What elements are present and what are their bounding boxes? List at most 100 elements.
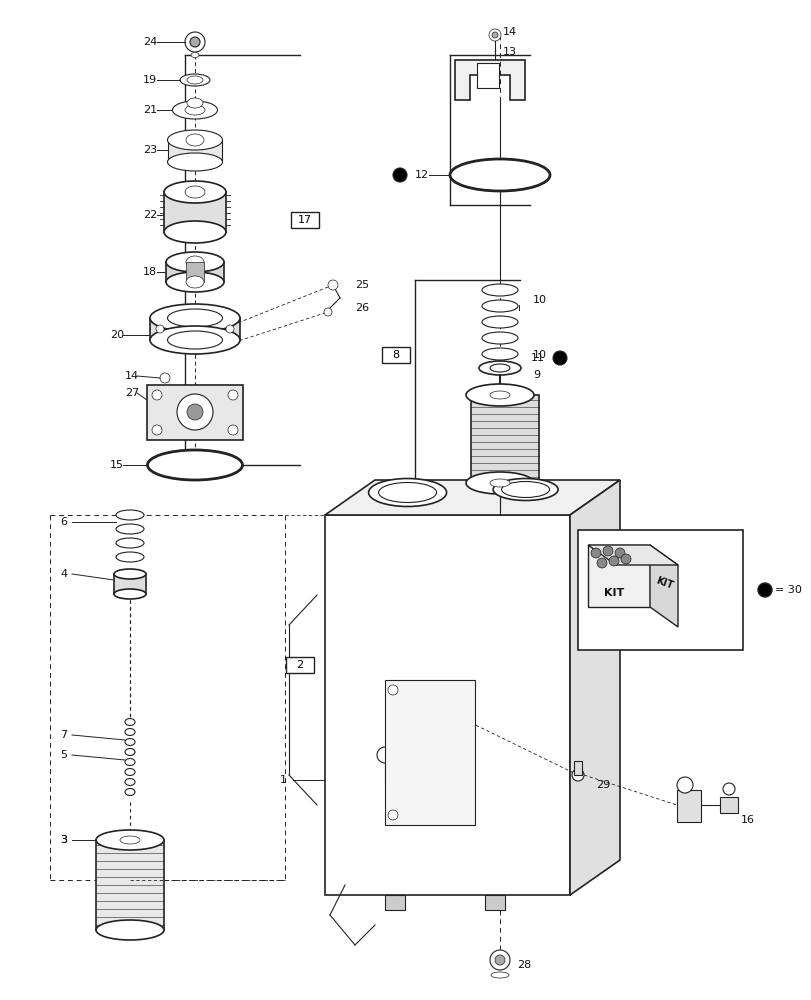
Ellipse shape — [187, 98, 203, 108]
Polygon shape — [324, 480, 620, 515]
Ellipse shape — [167, 309, 222, 327]
Ellipse shape — [489, 479, 509, 487]
Bar — [168, 140, 221, 162]
Ellipse shape — [167, 153, 222, 171]
Ellipse shape — [96, 830, 164, 850]
Text: 13: 13 — [502, 47, 517, 57]
Circle shape — [757, 583, 771, 597]
Ellipse shape — [96, 920, 164, 940]
Ellipse shape — [378, 483, 436, 502]
Ellipse shape — [482, 332, 517, 344]
Text: 24: 24 — [143, 37, 157, 47]
Ellipse shape — [148, 450, 242, 480]
Ellipse shape — [125, 768, 135, 775]
Bar — [290, 212, 319, 228]
Ellipse shape — [150, 326, 240, 354]
Circle shape — [571, 769, 583, 781]
Text: 17: 17 — [298, 215, 311, 225]
Ellipse shape — [482, 284, 517, 296]
Circle shape — [491, 32, 497, 38]
Text: 14: 14 — [502, 27, 517, 37]
Circle shape — [488, 29, 500, 41]
Bar — [186, 262, 204, 282]
Ellipse shape — [125, 748, 135, 756]
Circle shape — [596, 558, 607, 568]
Ellipse shape — [191, 53, 199, 58]
Circle shape — [489, 950, 509, 970]
Ellipse shape — [478, 361, 521, 375]
Circle shape — [676, 777, 692, 793]
Circle shape — [228, 425, 238, 435]
Circle shape — [152, 425, 162, 435]
Text: 27: 27 — [125, 388, 139, 398]
Text: 12: 12 — [414, 170, 428, 180]
Circle shape — [393, 168, 406, 182]
Ellipse shape — [180, 74, 210, 86]
Text: 25: 25 — [354, 280, 369, 290]
Ellipse shape — [489, 364, 509, 372]
Text: 3: 3 — [60, 835, 67, 845]
Ellipse shape — [186, 134, 204, 146]
Ellipse shape — [164, 221, 225, 243]
Ellipse shape — [466, 472, 534, 494]
Circle shape — [228, 390, 238, 400]
Circle shape — [614, 548, 624, 558]
Bar — [577, 530, 742, 650]
Text: 28: 28 — [517, 960, 530, 970]
Circle shape — [552, 351, 566, 365]
Circle shape — [156, 325, 164, 333]
Circle shape — [328, 280, 337, 290]
Ellipse shape — [125, 778, 135, 785]
Ellipse shape — [482, 348, 517, 360]
Bar — [114, 574, 146, 594]
Circle shape — [590, 548, 600, 558]
Ellipse shape — [114, 589, 146, 599]
Circle shape — [620, 554, 630, 564]
Ellipse shape — [449, 159, 549, 191]
Bar — [381, 347, 410, 363]
Ellipse shape — [482, 316, 517, 328]
Circle shape — [495, 955, 504, 965]
Text: 15: 15 — [109, 460, 124, 470]
Text: 18: 18 — [143, 267, 157, 277]
Ellipse shape — [172, 101, 217, 119]
Circle shape — [388, 810, 397, 820]
Text: 29: 29 — [595, 780, 610, 790]
Text: 11: 11 — [530, 353, 544, 363]
Text: 21: 21 — [143, 105, 157, 115]
Circle shape — [177, 394, 212, 430]
Ellipse shape — [368, 479, 446, 506]
Text: 20: 20 — [109, 330, 124, 340]
Polygon shape — [649, 545, 677, 627]
Bar — [719, 797, 737, 813]
Ellipse shape — [185, 186, 204, 198]
Circle shape — [225, 325, 234, 333]
Bar — [150, 318, 240, 340]
Ellipse shape — [167, 331, 222, 349]
Bar — [384, 680, 474, 825]
Text: 10: 10 — [532, 350, 547, 360]
Polygon shape — [384, 895, 405, 910]
Text: 9: 9 — [532, 370, 539, 380]
Circle shape — [603, 546, 612, 556]
Ellipse shape — [125, 728, 135, 736]
Text: 19: 19 — [143, 75, 157, 85]
Text: 6: 6 — [60, 517, 67, 527]
Text: 16: 16 — [740, 815, 754, 825]
Ellipse shape — [116, 538, 144, 548]
Ellipse shape — [167, 130, 222, 150]
Circle shape — [185, 32, 204, 52]
Bar — [573, 761, 581, 775]
Text: 10: 10 — [532, 295, 547, 305]
Text: 23: 23 — [143, 145, 157, 155]
Text: 4: 4 — [60, 569, 67, 579]
Ellipse shape — [114, 569, 146, 579]
Bar — [96, 840, 164, 930]
Circle shape — [722, 783, 734, 795]
Ellipse shape — [187, 76, 203, 84]
Ellipse shape — [120, 836, 139, 844]
Text: 1: 1 — [280, 775, 286, 785]
Ellipse shape — [125, 738, 135, 746]
Ellipse shape — [466, 384, 534, 406]
Text: = 30: = 30 — [774, 585, 801, 595]
